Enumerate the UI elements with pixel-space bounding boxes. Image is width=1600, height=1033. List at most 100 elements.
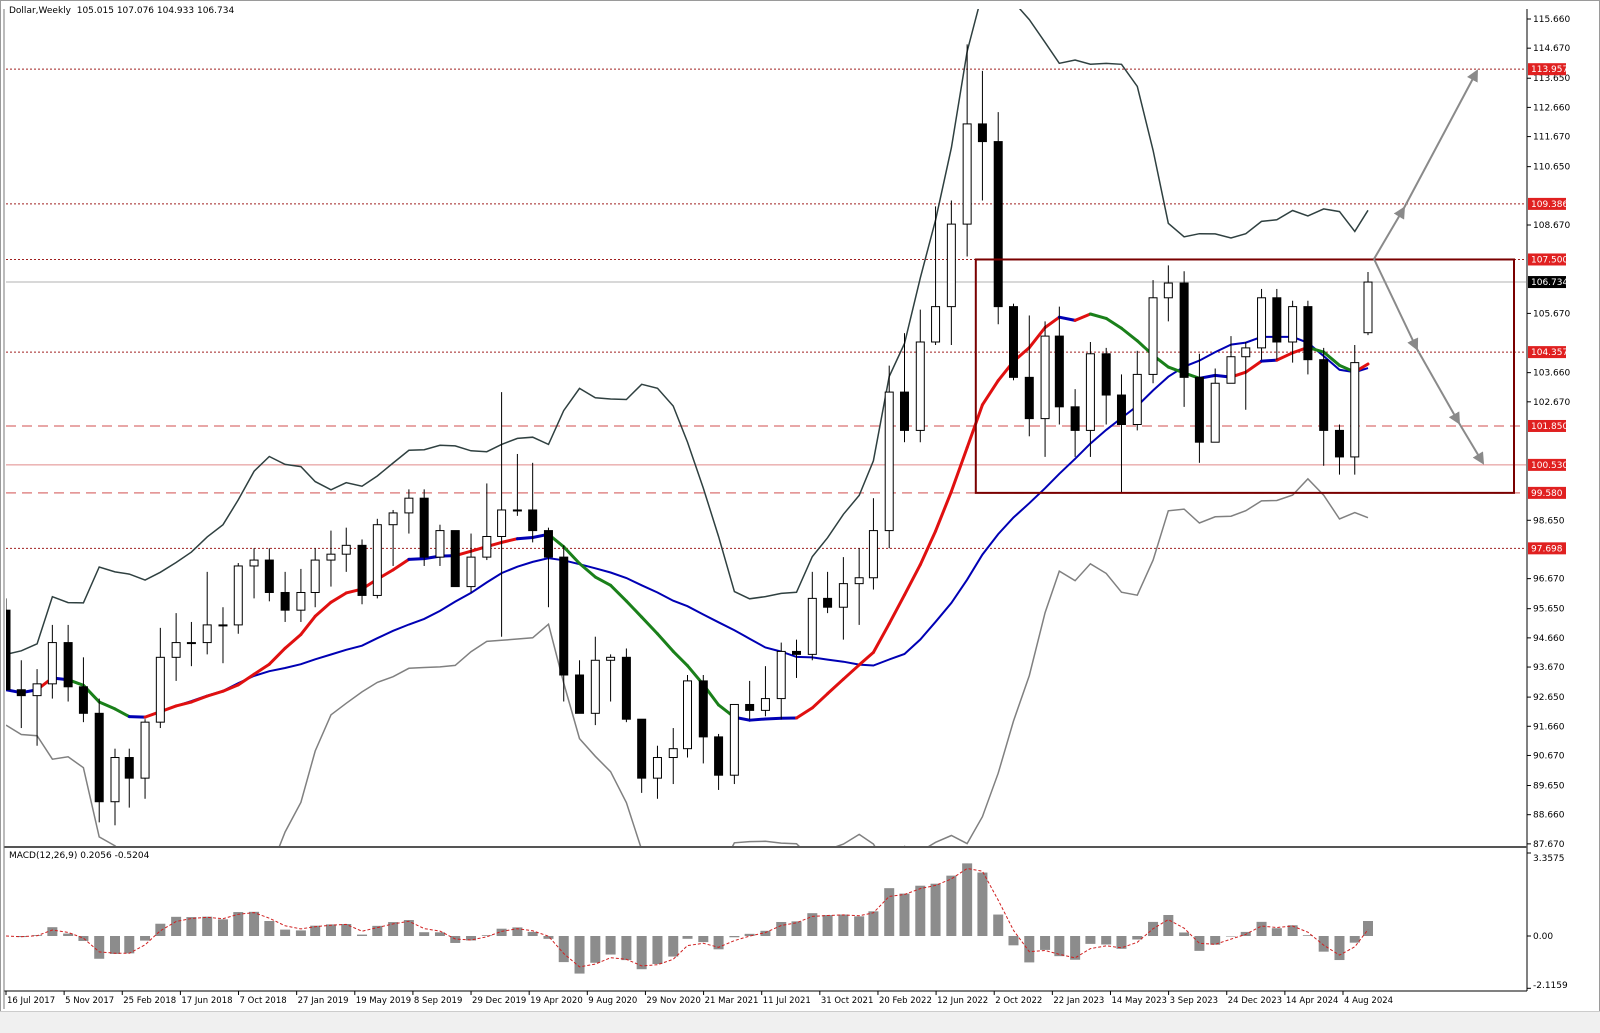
fast-moving-average-segment	[99, 702, 115, 709]
candle-body	[1211, 383, 1219, 442]
candle-body	[638, 719, 646, 778]
price-tick-label: 115.660	[1533, 15, 1570, 25]
fast-moving-average-segment	[1075, 314, 1090, 320]
candle	[1071, 389, 1079, 457]
candle	[994, 112, 1002, 324]
macd-histogram-bar	[1040, 936, 1050, 950]
candle	[358, 539, 366, 604]
candle-body	[64, 643, 72, 687]
candle-body	[963, 124, 971, 224]
candle	[187, 622, 195, 666]
time-tick-label: 22 Jan 2023	[1053, 996, 1104, 1006]
candle	[327, 531, 335, 587]
candle-body	[297, 592, 305, 610]
candle	[1102, 348, 1110, 425]
fast-moving-average-segment	[315, 602, 331, 616]
candle-body	[839, 584, 847, 608]
candle-body	[33, 684, 41, 696]
candle	[1055, 307, 1063, 425]
macd-histogram-bar	[202, 917, 212, 936]
macd-histogram-bar	[1288, 925, 1298, 936]
candle	[111, 749, 119, 826]
macd-histogram-bar	[171, 917, 181, 936]
candle-body	[141, 722, 149, 778]
fast-moving-average-segment	[982, 381, 998, 405]
candle	[1009, 304, 1017, 381]
fast-moving-average-segment	[1246, 361, 1262, 372]
candle-body	[172, 643, 180, 658]
candle-body	[669, 749, 677, 758]
candle	[761, 666, 769, 716]
candle-body	[234, 566, 242, 625]
fast-moving-average-segment	[843, 665, 859, 679]
macd-histogram-bar	[1363, 921, 1373, 936]
candle-body	[1289, 307, 1297, 342]
fast-moving-average-segment	[238, 674, 254, 685]
candle	[607, 654, 615, 701]
macd-histogram-bar	[435, 932, 445, 936]
candle	[297, 569, 305, 622]
macd-histogram-bar	[155, 924, 165, 936]
fast-moving-average-segment	[393, 559, 409, 570]
candle-body	[281, 592, 289, 610]
fast-moving-average-segment	[673, 651, 687, 665]
macd-tick-label: -2.1159	[1533, 981, 1568, 991]
candle	[715, 734, 723, 790]
candle	[498, 392, 506, 637]
time-tick-label: 4 Aug 2024	[1344, 996, 1393, 1006]
candle-body	[1304, 307, 1312, 360]
candle-body	[451, 531, 459, 587]
candle	[1227, 336, 1235, 383]
fast-moving-average-segment	[517, 537, 532, 538]
fast-moving-average-segment	[331, 593, 346, 602]
candle-body	[1242, 348, 1250, 357]
macd-histogram-bar	[1334, 936, 1344, 960]
candle-body	[405, 498, 413, 513]
price-tick-label: 88.660	[1533, 811, 1565, 821]
ohlc-readout: 105.015 107.076 104.933 106.734	[77, 6, 234, 16]
candle	[576, 660, 584, 713]
candle	[638, 719, 646, 793]
candle-body	[1086, 354, 1094, 431]
fast-moving-average-segment	[595, 577, 610, 585]
time-tick-label: 3 Sep 2023	[1170, 996, 1218, 1006]
candle-body	[855, 578, 863, 584]
candle-body	[311, 560, 319, 592]
price-tick-label: 95.650	[1533, 605, 1565, 615]
price-tick-label: 103.660	[1533, 369, 1570, 379]
candle	[125, 749, 133, 808]
candle-body	[1273, 298, 1281, 342]
candle	[1364, 272, 1372, 335]
macd-histogram-bar	[683, 936, 693, 939]
price-chart[interactable]: 115.660114.670113.650112.660111.670110.6…	[1, 1, 1599, 1011]
fast-moving-average-segment	[859, 652, 873, 665]
fast-moving-average-segment	[269, 648, 285, 664]
projection-arrow	[1374, 208, 1404, 259]
time-tick-label: 11 Jul 2021	[763, 996, 811, 1006]
candle-body	[730, 704, 738, 775]
price-tick-label: 98.650	[1533, 516, 1565, 526]
chart-header: Dollar,Weekly 105.015 107.076 104.933 10…	[9, 6, 234, 16]
candle-body	[1335, 430, 1343, 457]
macd-histogram-bar	[1179, 932, 1189, 936]
macd-histogram-bar	[1272, 928, 1282, 936]
candle-body	[544, 531, 552, 558]
candle-body	[420, 498, 428, 557]
candle	[265, 548, 273, 601]
candle	[824, 572, 832, 613]
time-tick-label: 29 Nov 2020	[646, 996, 700, 1006]
macd-histogram-bar	[218, 919, 228, 936]
fast-moving-average-segment	[1045, 317, 1059, 327]
macd-histogram-bar	[915, 886, 925, 936]
candle	[17, 660, 25, 728]
macd-histogram-bar	[186, 917, 196, 936]
candle-body	[1195, 377, 1203, 442]
candle	[963, 44, 971, 256]
fast-moving-average-segment	[1277, 353, 1293, 360]
candle-body	[777, 651, 785, 698]
level-price-label: 104.357	[1531, 348, 1568, 358]
macd-histogram-bar	[606, 936, 616, 955]
fast-moving-average-segment	[409, 559, 424, 560]
time-tick-label: 31 Oct 2021	[821, 996, 874, 1006]
